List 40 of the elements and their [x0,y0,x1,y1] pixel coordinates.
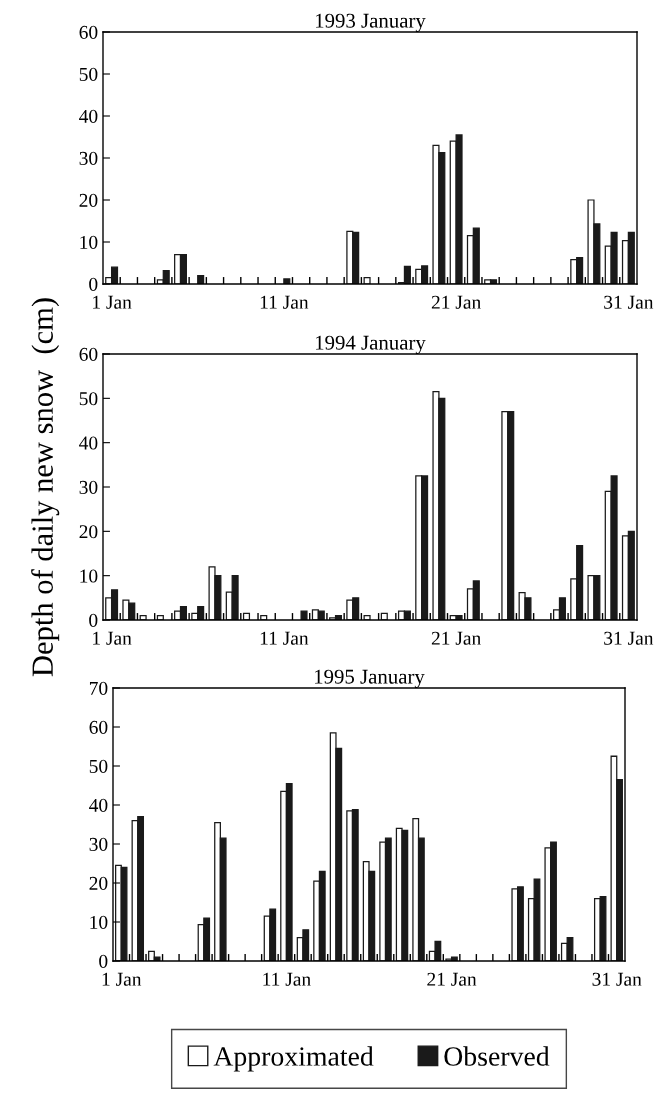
x-tick-label: 21 Jan [431,631,481,645]
x-tick-label: 11 Jan [260,295,309,309]
y-axis-title: Depth of daily new snow (cm) [31,298,60,677]
y-tick-label: 40 [79,436,98,450]
y-tick-label: 30 [89,837,108,851]
y-tick-label: 50 [79,392,98,406]
y-tick-label: 0 [89,277,98,291]
chart-title: 1994 January [316,335,426,354]
y-tick-label: 40 [89,798,108,812]
y-tick-label: 10 [90,915,108,929]
y-tick-label: 60 [89,720,108,734]
x-tick-label: 1 Jan [102,972,142,986]
legend-label: Approximated [213,1046,374,1072]
y-tick-label: 10 [80,569,98,583]
y-tick-label: 50 [79,67,98,81]
x-tick-label: 11 Jan [260,631,309,645]
chart-title: 1993 January [316,13,426,32]
y-tick-label: 70 [89,681,108,695]
x-tick-label: 31 Jan [592,972,642,986]
y-tick-label: 50 [89,759,108,773]
y-tick-label: 40 [79,109,98,123]
y-tick-label: 0 [99,954,108,968]
y-tick-label: 60 [79,347,98,361]
y-tick-label: 30 [79,151,98,165]
x-tick-label: 21 Jan [427,972,477,986]
x-tick-label: 1 Jan [93,631,132,645]
x-tick-label: 31 Jan [604,295,654,309]
x-tick-label: 1 Jan [93,295,132,309]
x-tick-label: 21 Jan [431,295,481,309]
y-tick-label: 20 [79,525,98,539]
chart-title: 1995 January [315,669,425,688]
y-tick-label: 60 [79,25,98,39]
legend-label: Observed [444,1046,550,1066]
x-tick-label: 31 Jan [604,631,654,645]
y-tick-label: 30 [79,480,98,494]
y-tick-label: 20 [79,193,98,207]
y-tick-label: 20 [89,876,108,890]
x-tick-label: 11 Jan [263,972,311,986]
y-tick-label: 0 [89,613,98,627]
y-tick-label: 10 [80,235,98,249]
